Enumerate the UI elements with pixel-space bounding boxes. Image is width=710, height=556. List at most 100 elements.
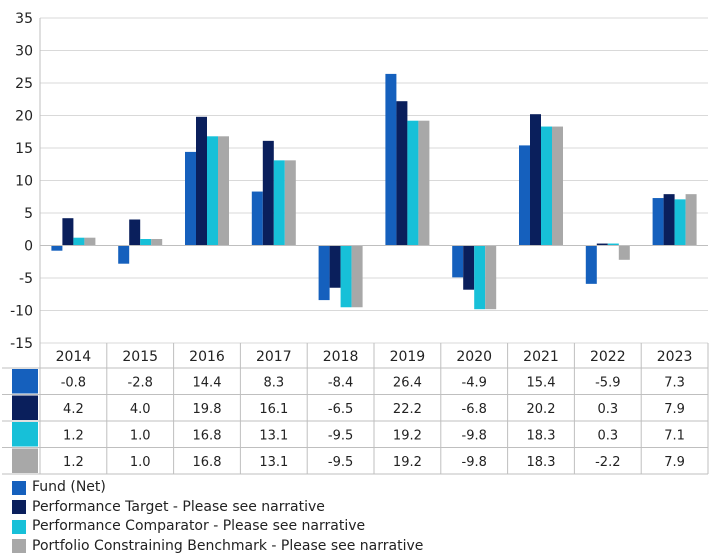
data-label: -8.4 [328, 375, 353, 390]
x-tick-label: 2023 [657, 349, 693, 365]
y-tick-label: 5 [24, 206, 33, 222]
legend-swatch [12, 520, 26, 534]
bar [463, 246, 474, 290]
x-tick-label: 2019 [390, 349, 426, 365]
legend-item: Portfolio Constraining Benchmark - Pleas… [12, 537, 423, 556]
legend-swatch [12, 539, 26, 553]
bar [285, 160, 296, 245]
data-label: 15.4 [527, 375, 556, 390]
y-tick-label: 25 [15, 76, 33, 92]
table-row-swatch [12, 422, 38, 447]
bar [474, 246, 485, 310]
data-label: 7.9 [664, 402, 685, 417]
bar [541, 127, 552, 246]
data-label: 19.8 [193, 402, 222, 417]
bar [263, 141, 274, 246]
data-label: -0.8 [61, 375, 86, 390]
data-label: 4.0 [130, 402, 151, 417]
data-label: -6.8 [462, 402, 487, 417]
data-label: 19.2 [393, 455, 422, 470]
y-tick-label: 20 [15, 109, 33, 125]
y-tick-label: 0 [24, 239, 33, 255]
bar [62, 218, 73, 245]
data-label: 1.0 [130, 428, 151, 443]
y-tick-label: 30 [15, 44, 33, 60]
data-label: 13.1 [259, 455, 288, 470]
data-label: 7.3 [664, 375, 685, 390]
legend-label: Portfolio Constraining Benchmark - Pleas… [32, 537, 423, 556]
bar [185, 152, 196, 246]
bar [485, 246, 496, 310]
bar [407, 121, 418, 246]
bar [118, 246, 129, 264]
bar [73, 238, 84, 246]
data-label: 8.3 [263, 375, 284, 390]
bar [51, 246, 62, 251]
y-tick-label: 35 [15, 11, 33, 27]
data-label: 13.1 [259, 428, 288, 443]
data-label: 18.3 [527, 455, 556, 470]
data-label: 16.8 [193, 455, 222, 470]
bar [252, 192, 263, 246]
y-tick-label: -5 [19, 271, 33, 287]
y-tick-label: 15 [15, 141, 33, 157]
bar [664, 194, 675, 245]
bar [274, 160, 285, 245]
bar [530, 114, 541, 245]
data-label: -2.8 [128, 375, 153, 390]
data-label: 0.3 [597, 402, 618, 417]
x-tick-label: 2014 [56, 349, 92, 365]
data-label: -9.5 [328, 428, 353, 443]
bar [418, 121, 429, 246]
legend-item: Fund (Net) [12, 478, 423, 498]
bar-chart: -15 -10 -5 0 5 10 15 20 25 30 35 2014 2015 2016 2017 20… [0, 0, 710, 478]
x-tick-label: 2017 [256, 349, 292, 365]
x-tick-label: 2015 [122, 349, 158, 365]
x-tick-label: 2018 [323, 349, 359, 365]
bar [140, 239, 151, 246]
bar [552, 127, 563, 246]
data-label: 18.3 [527, 428, 556, 443]
y-tick-label: -10 [10, 304, 33, 320]
y-tick-label: -15 [10, 336, 33, 352]
x-tick-label: 2022 [590, 349, 626, 365]
data-label: -4.9 [462, 375, 487, 390]
bar [319, 246, 330, 301]
bar [218, 136, 229, 245]
data-label: -2.2 [595, 455, 620, 470]
bar [396, 101, 407, 245]
x-tick-label: 2016 [189, 349, 225, 365]
bar [330, 246, 341, 288]
data-label: 16.1 [259, 402, 288, 417]
data-label: 0.3 [597, 428, 618, 443]
bar [653, 198, 664, 245]
legend-swatch [12, 481, 26, 495]
data-label: -9.8 [462, 428, 487, 443]
table-row-swatch [12, 396, 38, 421]
data-label: 14.4 [193, 375, 222, 390]
data-label: -9.5 [328, 455, 353, 470]
x-tick-label: 2021 [523, 349, 559, 365]
legend-label: Performance Target - Please see narrativ… [32, 498, 325, 518]
bar [452, 246, 463, 278]
data-label: 1.0 [130, 455, 151, 470]
table-row-swatch [12, 369, 38, 394]
legend-label: Performance Comparator - Please see narr… [32, 517, 365, 537]
data-label: -9.8 [462, 455, 487, 470]
bar [352, 246, 363, 308]
bar [385, 74, 396, 246]
legend: Fund (Net)Performance Target - Please se… [12, 478, 423, 556]
bar [586, 246, 597, 284]
x-tick-label: 2020 [456, 349, 492, 365]
data-label: 1.2 [63, 428, 84, 443]
data-label: 7.9 [664, 455, 685, 470]
legend-item: Performance Target - Please see narrativ… [12, 498, 423, 518]
bar [619, 246, 630, 260]
data-label: 19.2 [393, 428, 422, 443]
data-label: 1.2 [63, 455, 84, 470]
table-row-swatch [12, 449, 38, 474]
bar [196, 117, 207, 246]
legend-label: Fund (Net) [32, 478, 106, 498]
data-label: 20.2 [527, 402, 556, 417]
y-tick-label: 10 [15, 174, 33, 190]
